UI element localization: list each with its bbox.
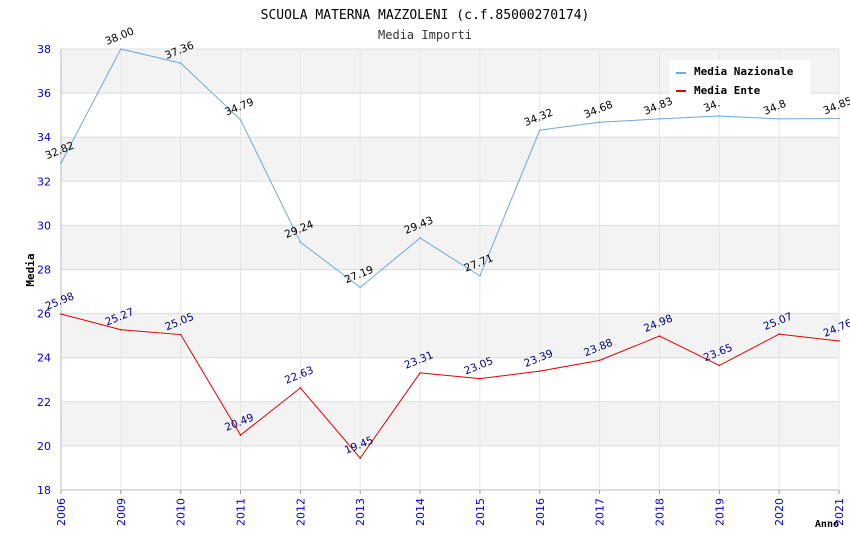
data-label-media-ente: 22.63 [283,364,315,386]
data-label-media-nazionale: 34.32 [522,107,554,129]
data-point-media-ente [658,335,661,337]
data-label-media-nazionale: 34.79 [223,96,255,118]
chart-subtitle: Media Importi [378,28,472,42]
x-tick-label: 2013 [354,498,367,526]
x-tick-label: 2015 [474,498,487,526]
y-tick-label: 22 [37,396,51,409]
chart-title: SCUOLA MATERNA MAZZOLENI (c.f.8500027017… [261,8,590,23]
x-tick-label: 2017 [594,498,607,526]
series-lines [60,48,840,459]
data-label-media-ente: 23.05 [463,355,495,377]
data-label-media-nazionale: 34.85 [822,95,850,117]
data-point-media-ente [598,359,601,362]
x-tick-label: 2011 [235,498,248,526]
data-point-media-ente [60,313,62,315]
data-point-media-nazionale [419,237,421,239]
axes: 18 20 22 24 26 28 30 32 34 36 38 2006 2009 2010 2011 20… [37,43,846,526]
data-point-media-nazionale [60,162,62,165]
data-label-media-nazionale: 34.68 [582,99,614,121]
x-tick-label: 2014 [414,498,427,526]
data-point-media-ente [479,377,481,380]
data-point-media-nazionale [598,121,601,124]
data-point-media-ente [838,340,840,342]
data-point-media-nazionale [120,48,122,50]
y-tick-label: 34 [37,131,51,144]
x-tick-label: 2018 [653,498,666,526]
legend: Media Nazionale Media Ente [670,60,810,100]
data-point-media-nazionale [538,129,541,131]
data-point-media-nazionale [179,62,182,64]
data-point-media-ente [179,333,182,336]
data-point-media-nazionale [239,118,242,121]
grid-band [61,137,839,182]
series-line-media-ente [60,313,840,459]
y-tick-label: 38 [37,43,51,56]
y-tick-label: 26 [37,308,51,321]
x-tick-label: 2010 [175,498,188,526]
data-point-media-ente [718,364,721,367]
data-point-media-nazionale [778,118,780,120]
x-tick-label: 2006 [55,498,68,526]
grid-band [61,225,839,270]
y-tick-label: 36 [37,87,51,100]
data-label-media-nazionale: 34.83 [642,95,674,117]
data-label-media-nazionale: 34.8 [762,98,788,118]
data-label-media-nazionale: 38.00 [103,25,135,47]
x-tick-label: 2012 [294,498,307,526]
y-axis-label: Media [24,253,37,286]
data-point-media-nazionale [299,241,302,243]
data-point-media-nazionale [838,117,840,120]
x-tick-label: 2016 [534,498,547,526]
data-label-media-nazionale: 34. [702,97,722,114]
data-point-media-nazionale [479,275,481,277]
data-point-media-ente [299,387,302,389]
y-tick-label: 18 [37,484,51,497]
y-tick-label: 30 [37,219,51,232]
data-point-media-ente [538,370,541,372]
x-tick-label: 2021 [833,498,846,526]
y-tick-label: 32 [37,175,51,188]
y-tick-label: 28 [37,264,51,277]
data-point-media-nazionale [359,286,362,289]
legend-box [670,60,810,100]
y-tick-label: 20 [37,440,51,453]
data-point-media-nazionale [658,118,661,120]
data-point-media-nazionale [718,115,721,117]
y-tick-label: 24 [37,352,51,365]
series-line-media-nazionale [60,48,840,288]
grid-band [61,401,839,446]
data-label-media-ente: 25.98 [44,290,76,312]
data-point-media-ente [778,333,780,335]
x-axis-label: Anno [815,519,839,530]
data-point-media-ente [239,434,242,436]
x-tick-label: 2020 [773,498,786,526]
x-tick-label: 2019 [713,498,726,526]
legend-label-media-ente: Media Ente [694,84,761,97]
x-tick-label: 2009 [115,498,128,526]
legend-label-media-nazionale: Media Nazionale [694,65,794,78]
data-point-media-ente [120,328,122,331]
data-point-media-ente [359,457,362,459]
data-point-media-ente [419,372,421,374]
grid-bands [61,49,839,446]
